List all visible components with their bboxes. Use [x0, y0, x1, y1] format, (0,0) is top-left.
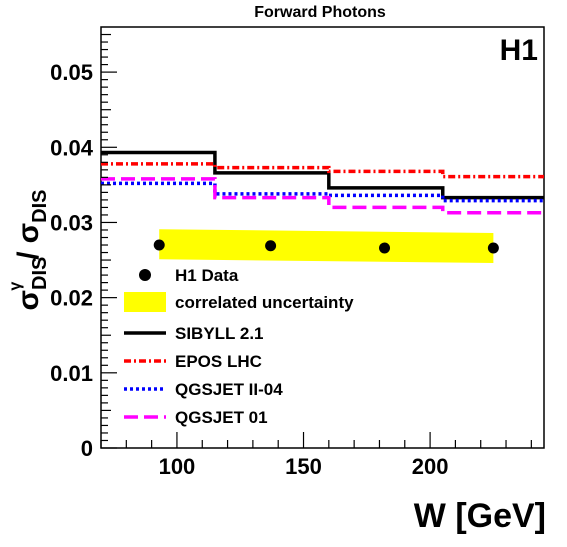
legend-label-series-3: QGSJET 01	[175, 408, 268, 427]
data-point	[487, 242, 499, 254]
legend-label-data: H1 Data	[175, 266, 239, 285]
x-axis-label: W [GeV]	[414, 497, 546, 535]
uncertainty-band-layer	[159, 229, 494, 264]
data-point	[153, 239, 165, 251]
legend-label-series-2: QGSJET II-04	[175, 380, 283, 399]
axis-layer: 0 0.01 0.02 0.03 0.04 0.05 100 150 200	[50, 33, 532, 479]
chart-title: Forward Photons	[254, 4, 386, 21]
x-tick-label: 200	[412, 454, 449, 479]
y-tick-label: 0.05	[50, 60, 93, 85]
data-points-layer	[153, 239, 499, 254]
y-label-numerator-subscript: DIS	[29, 257, 51, 290]
legend-label-series-0: SIBYLL 2.1	[175, 324, 264, 343]
uncertainty-band	[159, 229, 494, 264]
y-label-numerator-symbol: σ	[12, 290, 45, 311]
legend-label-band: correlated uncertainty	[175, 293, 354, 312]
svg-text:σDISγ/σDIS: σDISγ/σDIS	[7, 190, 51, 311]
y-axis-label: σDISγ/σDIS	[7, 190, 51, 311]
legend: H1 Data correlated uncertainty SIBYLL 2.1 E…	[124, 266, 354, 427]
y-label-denominator-subscript: DIS	[29, 190, 51, 223]
data-point	[265, 240, 277, 252]
x-tick-label: 100	[159, 454, 196, 479]
legend-label-series-1: EPOS LHC	[175, 352, 262, 371]
y-tick-label: 0.02	[50, 286, 93, 311]
y-label-numerator-superscript: γ	[7, 282, 24, 291]
experiment-label: H1	[500, 34, 538, 67]
data-point	[379, 242, 391, 254]
series-line-3	[101, 177, 544, 215]
legend-marker-band	[124, 292, 166, 312]
y-label-separator: /	[12, 251, 45, 260]
y-tick-label: 0.03	[50, 210, 93, 235]
series-line-1	[101, 162, 544, 179]
y-tick-label: 0.04	[50, 135, 94, 160]
x-tick-label: 150	[285, 454, 322, 479]
y-tick-label: 0.01	[50, 361, 93, 386]
series-layer	[101, 150, 544, 215]
y-tick-label: 0	[81, 436, 93, 461]
series-line-0	[101, 150, 544, 200]
y-label-denominator-symbol: σ	[12, 223, 45, 244]
legend-marker-data	[139, 269, 151, 281]
